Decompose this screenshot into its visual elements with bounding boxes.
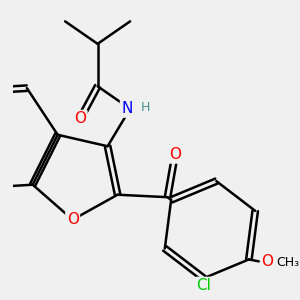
Text: O: O (169, 147, 181, 162)
Text: Cl: Cl (196, 278, 211, 293)
Text: O: O (74, 111, 86, 126)
Text: N: N (121, 101, 133, 116)
Text: CH₃: CH₃ (276, 256, 299, 269)
Text: H: H (141, 101, 151, 114)
Text: O: O (261, 254, 273, 269)
Text: O: O (67, 212, 79, 227)
